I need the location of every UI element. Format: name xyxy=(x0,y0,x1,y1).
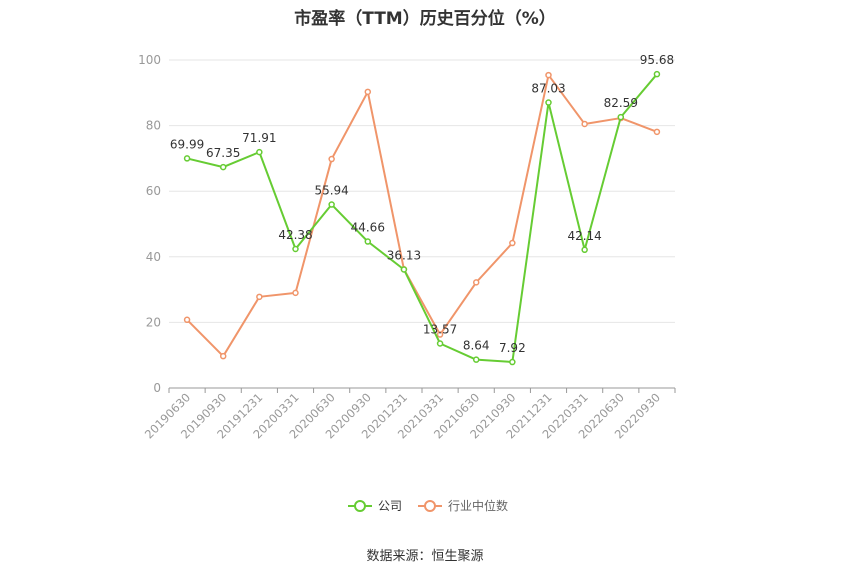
data-label: 44.66 xyxy=(351,221,385,235)
industry-data-point xyxy=(436,331,444,338)
industry-data-point xyxy=(183,316,191,324)
company-data-point xyxy=(472,356,480,363)
industry-data-point xyxy=(545,71,552,79)
data-label: 13.57 xyxy=(423,322,457,336)
data-label: 42.14 xyxy=(567,229,601,243)
chart-title: 市盈率（TTM）历史百分位（%） xyxy=(294,9,556,29)
industry-data-point xyxy=(292,289,299,297)
legend-company-label: 公司 xyxy=(378,499,402,513)
data-label: 82.59 xyxy=(604,96,638,110)
data-label: 71.91 xyxy=(242,131,276,145)
company-data-point xyxy=(219,163,227,171)
industry-data-point xyxy=(328,155,335,163)
company-data-point xyxy=(292,245,299,253)
industry-data-point xyxy=(653,128,661,136)
company-data-point xyxy=(509,358,516,366)
company-series-line xyxy=(186,73,658,364)
company-data-point xyxy=(653,70,661,78)
company-data-point xyxy=(581,246,588,254)
data-source: 数据来源：恒生聚源 xyxy=(366,549,484,564)
company-data-point xyxy=(364,238,372,245)
y-tick-label: 80 xyxy=(146,119,161,133)
y-tick-label: 40 xyxy=(146,250,161,264)
industry-data-point xyxy=(219,352,227,360)
industry-data-point xyxy=(472,279,480,286)
legend-industry-marker xyxy=(424,500,436,512)
company-data-point xyxy=(183,155,191,162)
company-data-point xyxy=(400,266,408,273)
data-label: 36.13 xyxy=(387,248,421,262)
company-data-point xyxy=(256,148,263,156)
data-label: 69.99 xyxy=(170,137,204,151)
industry-data-point xyxy=(256,293,263,301)
data-label: 8.64 xyxy=(463,339,490,353)
y-tick-label: 100 xyxy=(138,53,161,67)
legend-company-marker xyxy=(354,500,366,512)
data-label: 87.03 xyxy=(531,82,565,96)
legend-industry-label: 行业中位数 xyxy=(448,498,508,513)
company-data-point xyxy=(436,340,444,347)
data-label: 95.68 xyxy=(640,53,674,67)
y-tick-label: 0 xyxy=(153,381,161,395)
data-label: 55.94 xyxy=(314,184,348,198)
data-label: 42.38 xyxy=(278,228,312,242)
data-label: 7.92 xyxy=(499,341,526,355)
company-data-point xyxy=(328,201,335,208)
industry-data-point xyxy=(581,120,588,128)
company-data-point xyxy=(617,113,625,121)
y-tick-label: 60 xyxy=(146,184,161,198)
industry-series-line xyxy=(186,74,658,358)
industry-data-point xyxy=(364,88,372,96)
industry-data-point xyxy=(509,239,516,247)
y-tick-label: 20 xyxy=(146,315,161,329)
data-label: 67.35 xyxy=(206,146,240,160)
company-data-point xyxy=(545,99,552,106)
